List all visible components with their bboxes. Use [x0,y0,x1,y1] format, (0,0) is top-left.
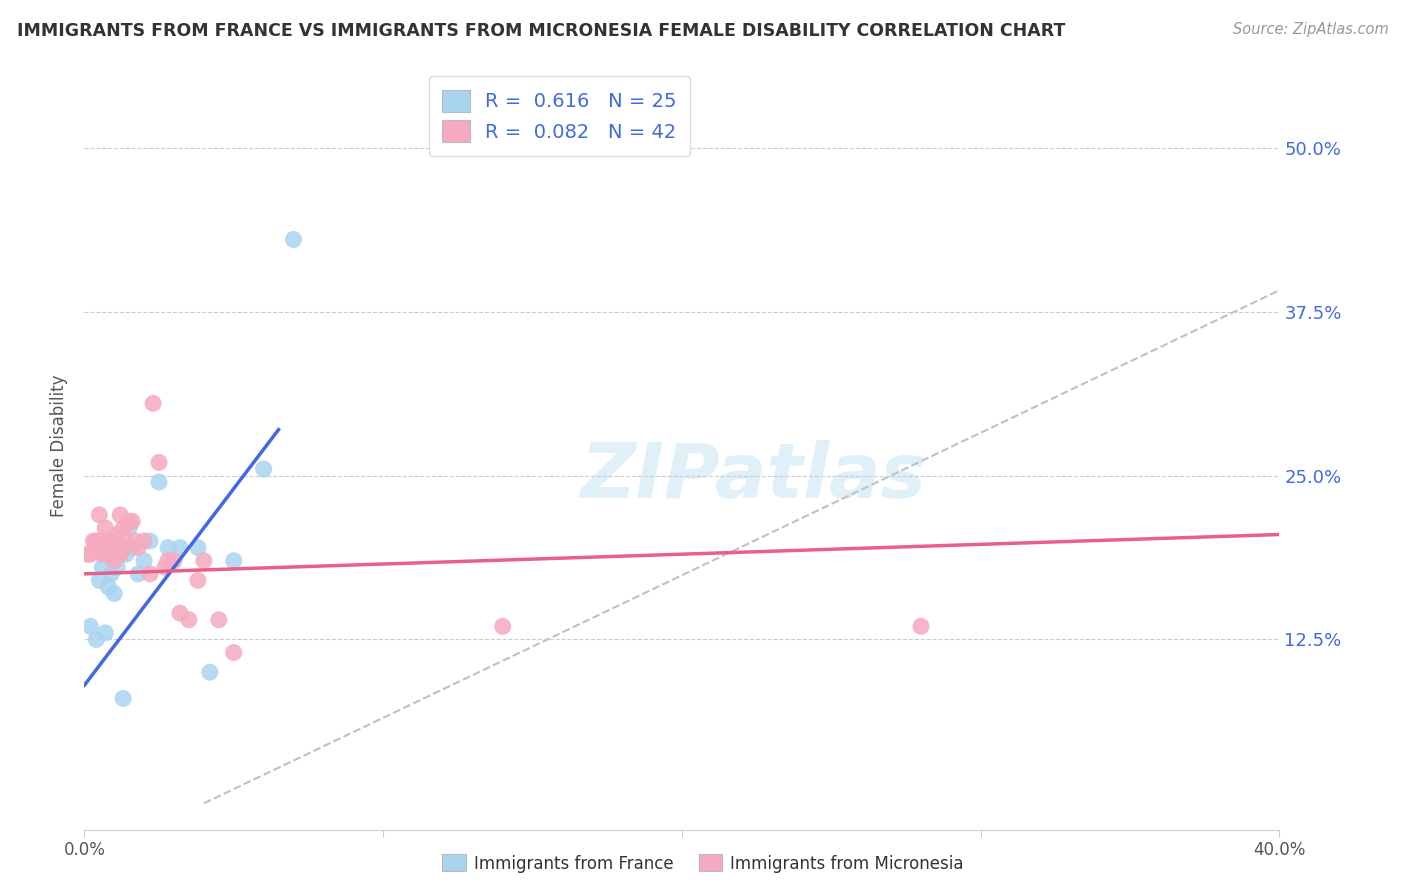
Point [118,521,141,535]
Point [76,547,98,561]
Point [115,547,138,561]
Point [132,554,156,568]
Y-axis label: Female Disability: Female Disability [51,375,69,517]
Point [127,566,149,581]
Text: Source: ZipAtlas.com: Source: ZipAtlas.com [1233,22,1389,37]
Point [142,396,165,410]
Point [121,515,143,529]
Point [492,619,515,633]
Point [97,547,120,561]
Text: ZIPatlas: ZIPatlas [581,440,927,514]
Point [222,554,245,568]
Point [193,554,215,568]
Point [86,534,108,549]
Point [124,534,146,549]
Point [112,691,135,706]
Point [115,534,138,549]
Point [94,547,117,561]
Point [91,547,114,561]
Point [89,534,111,549]
Point [187,574,209,588]
Point [89,574,111,588]
Point [86,632,108,647]
Point [208,613,231,627]
Point [97,580,120,594]
Point [91,560,114,574]
Point [157,541,180,555]
Point [283,232,305,246]
Point [105,547,128,561]
Point [110,508,132,522]
Point [187,541,209,555]
Point [103,586,125,600]
Point [139,534,162,549]
Point [112,521,135,535]
Point [253,462,276,476]
Point [112,541,135,555]
Point [139,566,162,581]
Point [148,455,170,469]
Point [127,541,149,555]
Point [105,560,128,574]
Point [132,534,156,549]
Point [110,547,132,561]
Point [110,547,132,561]
Point [79,619,101,633]
Legend: Immigrants from France, Immigrants from Micronesia: Immigrants from France, Immigrants from … [436,847,970,880]
Point [163,554,186,568]
Text: IMMIGRANTS FROM FRANCE VS IMMIGRANTS FROM MICRONESIA FEMALE DISABILITY CORRELATI: IMMIGRANTS FROM FRANCE VS IMMIGRANTS FRO… [17,22,1066,40]
Point [169,606,191,620]
Point [222,646,245,660]
Point [148,475,170,489]
Point [100,566,122,581]
Point [82,534,104,549]
Point [177,613,200,627]
Point [91,534,114,549]
Point [97,534,120,549]
Point [169,541,191,555]
Point [94,521,117,535]
Point [157,554,180,568]
Point [910,619,932,633]
Point [94,625,117,640]
Point [103,541,125,555]
Point [100,534,122,549]
Point [103,554,125,568]
Point [121,541,143,555]
Point [89,508,111,522]
Point [100,547,122,561]
Point [118,515,141,529]
Point [79,547,101,561]
Legend: R =  0.616   N = 25, R =  0.082   N = 42: R = 0.616 N = 25, R = 0.082 N = 42 [429,76,690,156]
Point [153,560,176,574]
Point [198,665,221,680]
Point [105,527,128,541]
